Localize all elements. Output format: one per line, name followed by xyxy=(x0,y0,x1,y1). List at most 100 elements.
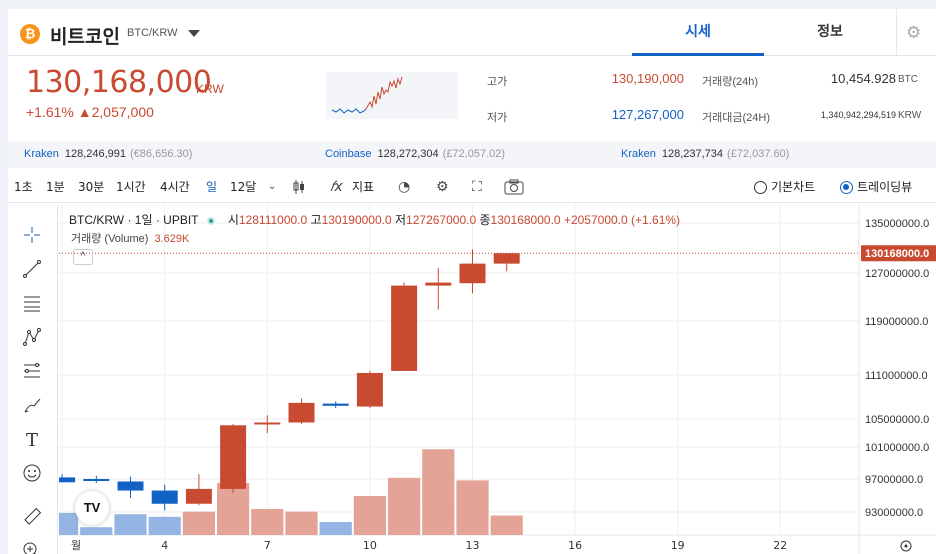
indicator-button[interactable]: 지표 xyxy=(352,180,375,194)
ruler-icon[interactable] xyxy=(20,507,44,531)
interval-1s[interactable]: 1초 xyxy=(14,180,33,194)
radio-tradingview[interactable] xyxy=(840,181,853,194)
y-tick-label: 101000000.0 xyxy=(865,442,929,454)
change-percent: +1.61% xyxy=(26,104,74,120)
pattern-icon[interactable] xyxy=(20,327,44,351)
y-tick-label: 111000000.0 xyxy=(865,370,928,382)
candlestick-chart[interactable]: 135000000.0 127000000.0 119000000.0 1110000… xyxy=(46,205,936,554)
high-value: 130,190,000 xyxy=(611,71,684,86)
function-icon[interactable]: 𝑓x xyxy=(330,179,343,195)
tab-info[interactable]: 정보 xyxy=(817,24,843,40)
volume-bar xyxy=(388,477,421,535)
volume-legend: 거래량 (Volume) 3.629K xyxy=(71,230,189,246)
last-price-label: 130168000.0 xyxy=(865,248,929,260)
candle-body xyxy=(185,488,212,504)
exchange-foreign-price: (€86,656.30) xyxy=(130,148,193,160)
interval-1m[interactable]: 1분 xyxy=(46,180,65,194)
candle-body xyxy=(425,282,452,286)
exchange-item: Coinbase 128,272,304 (£72,057.02) xyxy=(325,141,505,168)
current-price: 130,168,000 xyxy=(26,65,212,100)
interval-4h[interactable]: 4시간 xyxy=(160,180,190,194)
price-change: +1.61% ▲2,057,000 xyxy=(26,104,154,120)
camera-icon[interactable] xyxy=(504,171,524,203)
basic-chart-label[interactable]: 기본차트 xyxy=(771,180,816,194)
brush-icon[interactable] xyxy=(20,395,44,419)
volume-bar xyxy=(80,527,113,535)
settings-icon[interactable] xyxy=(900,540,912,552)
chart-toolbar: 1초 1분 30분 1시간 4시간 일 12달 ⌄ 𝑓x 지표 ◔ ⚙ ⛶ 기본… xyxy=(8,171,936,203)
text-icon[interactable]: T xyxy=(25,430,38,451)
fib-retracement-icon[interactable] xyxy=(20,293,44,317)
exchange-name[interactable]: Kraken xyxy=(621,148,656,160)
chart-legend: BTC/KRW · 1일 · UPBIT 시128111000.0 고13019… xyxy=(69,211,680,228)
divider xyxy=(896,9,897,56)
exchange-foreign-price: (£72,057.02) xyxy=(442,148,506,160)
gear-icon[interactable]: ⚙ xyxy=(436,179,449,195)
collapse-legend-button[interactable]: ^ xyxy=(73,249,93,265)
tradingview-logo[interactable]: TV xyxy=(75,491,109,525)
change-value: +2057000.0 (+1.61%) xyxy=(563,213,681,227)
x-tick-label: 16 xyxy=(568,539,582,552)
volume-bar xyxy=(353,496,386,535)
trend-line-icon[interactable] xyxy=(20,259,44,283)
volume-bar xyxy=(251,509,284,535)
open-label: 시 xyxy=(227,213,239,227)
coin-name[interactable]: 비트코인 xyxy=(50,26,120,48)
tab-price[interactable]: 시세 xyxy=(632,9,764,56)
change-amount: ▲2,057,000 xyxy=(77,104,154,120)
coin-pair[interactable]: BTC/KRW xyxy=(127,27,178,39)
candle-body xyxy=(254,422,281,425)
prediction-icon[interactable] xyxy=(20,361,44,385)
interval-1d[interactable]: 일 xyxy=(206,180,218,194)
fullscreen-icon[interactable]: ⛶ xyxy=(472,179,482,195)
x-tick-label: 4 xyxy=(161,539,168,552)
low-label: 저가 xyxy=(487,112,508,124)
volume-bar xyxy=(319,522,352,535)
candle-body xyxy=(493,253,520,264)
sparkline-chart xyxy=(326,72,458,119)
radio-basic-chart[interactable] xyxy=(754,181,767,194)
settings-icon-dot xyxy=(904,544,908,548)
exchange-item: Kraken 128,246,991 (€86,656.30) xyxy=(24,141,192,168)
candle-body xyxy=(356,372,383,407)
chevron-down-icon[interactable] xyxy=(188,30,200,37)
price-panel: ₿ 비트코인 BTC/KRW 시세 정보 ⚙ 130,168,000 KRW +… xyxy=(8,9,936,554)
interval-12mo[interactable]: 12달 xyxy=(230,180,257,194)
chart-canvas[interactable]: 135000000.0 127000000.0 119000000.0 1110000… xyxy=(46,205,936,554)
chevron-down-icon[interactable]: ⌄ xyxy=(268,181,277,192)
close-value: 130168000.0 xyxy=(490,213,561,227)
interval-30m[interactable]: 30분 xyxy=(78,180,105,194)
emoji-icon[interactable] xyxy=(20,463,44,487)
candle-body xyxy=(117,481,144,491)
candle-body xyxy=(391,285,418,371)
volume-bar xyxy=(422,449,455,535)
y-tick-label: 135000000.0 xyxy=(865,218,929,230)
volume-value: 3.629K xyxy=(154,233,190,245)
volume-bar xyxy=(148,516,181,535)
crosshair-icon[interactable] xyxy=(20,225,44,249)
volume-label: 거래량 (Volume) xyxy=(71,233,149,245)
open-value: 128111000.0 xyxy=(238,213,308,227)
coin-header: ₿ 비트코인 BTC/KRW 시세 정보 ⚙ xyxy=(8,9,936,56)
symbol-label[interactable]: BTC/KRW · 1일 · UPBIT xyxy=(69,213,199,227)
interval-1h[interactable]: 1시간 xyxy=(116,180,146,194)
amount-24h-value: 1,340,942,294,519 xyxy=(820,110,896,120)
candle-type-icon[interactable] xyxy=(292,171,306,203)
exchange-name[interactable]: Coinbase xyxy=(325,148,372,160)
exchange-name[interactable]: Kraken xyxy=(24,148,59,160)
exchange-prices: Kraken 128,246,991 (€86,656.30) Coinbase 12… xyxy=(8,141,936,168)
candle-body xyxy=(322,403,349,406)
close-label: 종 xyxy=(479,213,491,227)
drawing-toolbar: T xyxy=(8,205,58,554)
zoom-in-icon[interactable] xyxy=(20,541,44,554)
x-tick-label: 월 xyxy=(71,539,81,552)
y-tick-label: 119000000.0 xyxy=(865,316,928,328)
candle-body xyxy=(151,490,178,504)
low-value: 127,267,000 xyxy=(611,107,684,122)
alert-icon[interactable]: ◔ xyxy=(398,179,411,195)
gear-icon[interactable]: ⚙ xyxy=(906,23,922,42)
tradingview-label[interactable]: 트레이딩뷰 xyxy=(857,180,913,194)
x-tick-label: 19 xyxy=(671,539,685,552)
y-tick-label: 105000000.0 xyxy=(865,414,929,426)
exchange-item: Kraken 128,237,734 (£72,037.60) xyxy=(621,141,789,168)
